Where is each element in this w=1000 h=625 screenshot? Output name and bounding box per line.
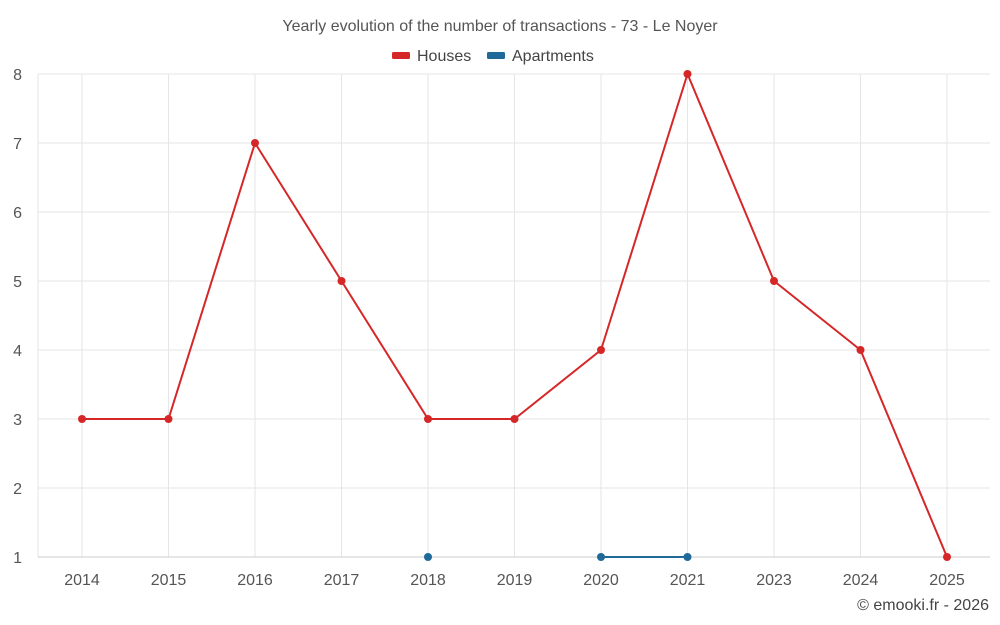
- x-tick-label: 2019: [497, 572, 533, 589]
- data-point-houses-2017[interactable]: [337, 277, 346, 285]
- data-point-houses-2019[interactable]: [510, 415, 519, 423]
- legend-label-houses[interactable]: Houses: [417, 48, 471, 65]
- data-point-houses-2021[interactable]: [683, 70, 692, 78]
- y-tick-label: 6: [13, 205, 22, 222]
- legend: Houses Apartments: [392, 48, 594, 65]
- data-point-houses-2020[interactable]: [597, 346, 605, 354]
- chart-title: Yearly evolution of the number of transa…: [282, 18, 718, 35]
- data-point-apartments-2020[interactable]: [597, 553, 605, 561]
- y-tick-label: 5: [13, 274, 22, 291]
- y-tick-label: 4: [13, 343, 22, 360]
- x-tick-label: 2021: [670, 572, 706, 589]
- y-tick-label: 3: [13, 412, 22, 429]
- y-tick-label: 7: [13, 136, 22, 153]
- series-houses: [78, 70, 951, 561]
- legend-swatch-apartments[interactable]: [487, 52, 505, 59]
- data-point-houses-2015[interactable]: [164, 415, 173, 423]
- x-axis-tick-labels: 2014 2015 2016 2017 2018 2019 2020 2021 2023 2024…: [64, 572, 965, 589]
- x-tick-label: 2020: [583, 572, 619, 589]
- y-axis-tick-labels: 1 2 3 4 5 6 7 8: [13, 67, 22, 567]
- credit-text: © emooki.fr - 2026: [857, 597, 989, 614]
- y-tick-label: 2: [13, 481, 22, 498]
- x-tick-label: 2024: [843, 572, 879, 589]
- data-point-houses-2016[interactable]: [251, 139, 259, 147]
- y-tick-label: 8: [13, 67, 22, 84]
- series-layer: [78, 70, 951, 561]
- data-point-houses-2023[interactable]: [770, 277, 778, 285]
- x-tick-label: 2014: [64, 572, 100, 589]
- x-tick-label: 2016: [237, 572, 273, 589]
- x-tick-label: 2025: [929, 572, 965, 589]
- data-point-houses-2025[interactable]: [943, 553, 951, 561]
- legend-label-apartments[interactable]: Apartments: [512, 48, 594, 65]
- data-point-apartments-2021[interactable]: [683, 553, 692, 561]
- data-point-houses-2018[interactable]: [424, 415, 432, 423]
- x-tick-label: 2023: [756, 572, 792, 589]
- legend-swatch-houses[interactable]: [392, 52, 410, 59]
- x-tick-label: 2015: [151, 572, 187, 589]
- data-point-houses-2014[interactable]: [78, 415, 86, 423]
- x-tick-label: 2017: [324, 572, 360, 589]
- x-tick-label: 2018: [410, 572, 446, 589]
- data-point-houses-2024[interactable]: [856, 346, 865, 354]
- series-apartments: [424, 553, 692, 561]
- vertical-gridlines: [37, 74, 948, 557]
- y-tick-label: 1: [13, 550, 22, 567]
- data-point-apartments-2018[interactable]: [424, 553, 432, 561]
